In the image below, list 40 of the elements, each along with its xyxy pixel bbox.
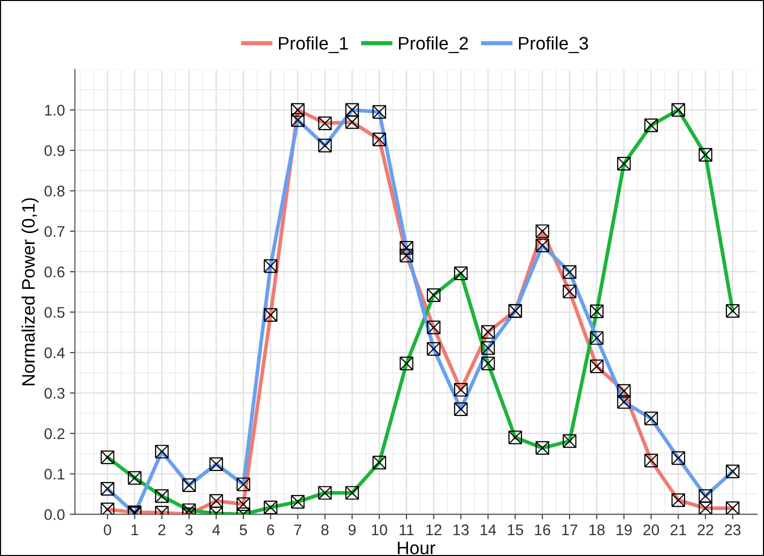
x-tick-label: 11 (400, 524, 414, 536)
x-tick-label: 0 (104, 524, 112, 536)
x-axis-title: Hour (398, 542, 436, 554)
x-tick-label: 8 (321, 524, 329, 536)
x-tick-label: 9 (348, 524, 356, 536)
y-axis-title: Normalized Power (0,1) (22, 198, 38, 386)
y-tick-label: 0.7 (44, 226, 64, 237)
legend-label: Profile_1 (278, 36, 348, 54)
x-tick-label: 22 (698, 524, 714, 536)
x-tick-label: 10 (372, 524, 388, 536)
y-tick-label: 0.4 (44, 347, 65, 358)
x-tick-label: 2 (158, 524, 166, 536)
x-tick-label: 3 (185, 524, 193, 536)
x-tick-label: 19 (616, 524, 632, 536)
y-tick-label: 0.9 (44, 145, 64, 156)
x-tick-label: 4 (212, 524, 220, 536)
x-tick-label: 13 (454, 524, 469, 536)
x-tick-label: 7 (294, 524, 302, 536)
x-tick-label: 12 (426, 524, 442, 536)
y-tick-label: 1.0 (45, 104, 65, 116)
y-tick-label: 0.8 (44, 186, 64, 196)
y-tick-label: 0.3 (44, 388, 64, 399)
x-tick-label: 21 (670, 524, 686, 536)
x-tick-label: 17 (562, 524, 578, 536)
x-tick-label: 23 (724, 524, 740, 536)
x-tick-label: 20 (643, 524, 660, 536)
y-tick-label: 0.1 (44, 468, 64, 480)
y-tick-label: 0.5 (44, 306, 65, 318)
legend-label: Profile_3 (519, 36, 588, 54)
x-tick-label: 16 (535, 524, 550, 536)
x-tick-label: 18 (589, 524, 605, 536)
x-tick-label: 1 (132, 524, 138, 536)
x-tick-label: 14 (480, 524, 496, 536)
y-tick-label: 0.6 (44, 266, 64, 278)
x-tick-label: 15 (508, 524, 524, 536)
y-tick-label: 0.2 (44, 428, 64, 440)
y-tick-label: 0.0 (44, 509, 65, 520)
legend-label: Profile_2 (399, 36, 468, 54)
x-tick-label: 5 (240, 524, 248, 536)
x-tick-label: 6 (267, 524, 274, 536)
